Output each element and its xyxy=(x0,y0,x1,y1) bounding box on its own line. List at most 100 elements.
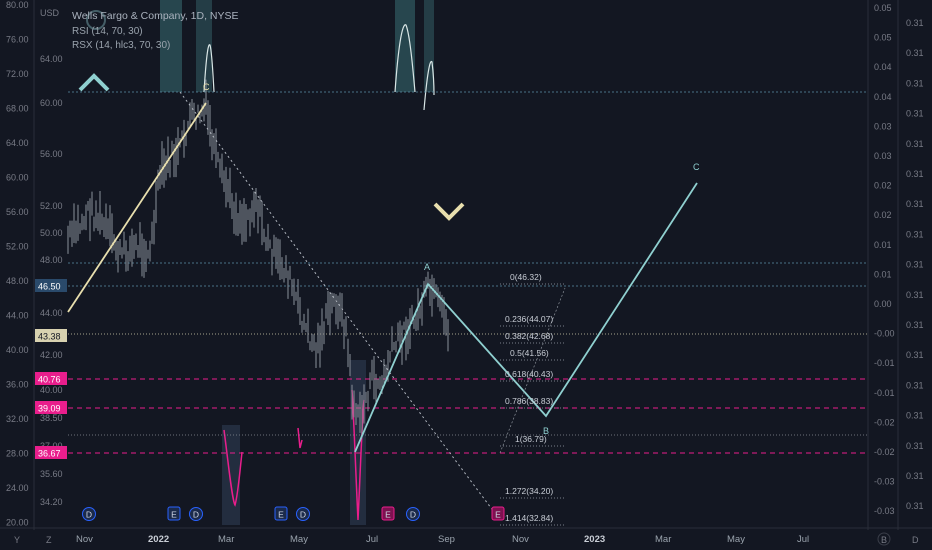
wave-label-c-projection: C xyxy=(693,162,700,172)
right-axis-2-tick: 0.31 xyxy=(906,441,924,451)
price-badge: 40.76 xyxy=(38,375,61,385)
fibonacci-retracement[interactable]: 0(46.32) 0.236(44.07) 0.382(42.68) 0.5(41.5… xyxy=(499,272,566,526)
corner-button-z[interactable]: Z xyxy=(46,535,52,545)
left-outer-tick: 76.00 xyxy=(6,35,29,45)
time-axis-label: 2022 xyxy=(148,534,169,545)
left-inner-tick: 42.00 xyxy=(40,350,63,360)
right-axis-1-tick: 0.04 xyxy=(874,62,892,72)
right-axis-1-tick: 0.01 xyxy=(874,240,892,250)
earnings-marker-label: E xyxy=(495,509,501,519)
price-badge: 36.67 xyxy=(38,449,61,459)
right-axis-1-tick: 0.03 xyxy=(874,121,892,131)
right-axis-2-tick: 0.31 xyxy=(906,290,924,300)
right-axis-2-tick: 0.31 xyxy=(906,380,924,390)
time-axis-label: Jul xyxy=(366,534,378,545)
left-inner-tick: 60.00 xyxy=(40,98,63,108)
right-axis-2-tick: 0.31 xyxy=(906,320,924,330)
legend-rsi[interactable]: RSI (14, 70, 30) xyxy=(72,26,143,37)
time-axis[interactable]: Nov 2022 Mar May Jul Sep Nov 2023 Mar May Jul xyxy=(76,534,809,545)
overbought-bands xyxy=(160,0,434,525)
left-inner-tick: 50.00 xyxy=(40,228,63,238)
dividend-marker-label: D xyxy=(300,509,306,519)
fib-level-label: 1.272(34.20) xyxy=(505,486,553,496)
time-axis-label: May xyxy=(727,534,745,545)
fib-lines: 0(46.32) 0.236(44.07) 0.382(42.68) 0.5(41.5… xyxy=(500,272,565,526)
corner-buttons[interactable]: Y Z B D xyxy=(14,532,919,546)
left-outer-tick: 48.00 xyxy=(6,276,29,286)
right-axis-1-tick: 0.01 xyxy=(874,269,892,279)
wave-label-c-top: C xyxy=(203,82,210,92)
earnings-marker[interactable] xyxy=(491,506,505,521)
right-axis-2-tick: 0.31 xyxy=(906,109,924,119)
chart-legend[interactable]: Wells Fargo & Company, 1D, NYSE RSI (14,… xyxy=(40,8,239,51)
price-badge-bg xyxy=(35,329,67,342)
currency-label: USD xyxy=(40,8,60,18)
dividend-marker-label: D xyxy=(86,509,92,519)
bearish-chevron-icon xyxy=(433,202,465,221)
left-inner-tick: 56.00 xyxy=(40,149,63,159)
rsi-band xyxy=(160,0,182,92)
right-axis-1-tick: -0.01 xyxy=(874,358,895,368)
right-axis-2-tick: 0.31 xyxy=(906,48,924,58)
time-axis-label: Nov xyxy=(512,534,529,545)
rsi-overbought-curves xyxy=(203,24,435,111)
right-axis-2-tick: 0.31 xyxy=(906,139,924,149)
right-axis-1-tick: -0.02 xyxy=(874,417,895,427)
left-inner-tick: 44.00 xyxy=(40,308,63,318)
earnings-marker[interactable] xyxy=(274,506,288,521)
fib-diagonal xyxy=(499,287,566,454)
earnings-marker[interactable] xyxy=(167,506,181,521)
left-inner-tick: 64.00 xyxy=(40,54,63,64)
right-indicator-axis-2[interactable]: 0.31 0.31 0.31 0.31 0.31 0.31 0.31 0.31 0.31 0.31… xyxy=(906,18,924,511)
rsi-band xyxy=(196,0,212,92)
time-axis-label: Nov xyxy=(76,534,93,545)
left-price-axis-outer[interactable]: 80.00 76.00 72.00 68.00 64.00 60.00 56.00 52.00… xyxy=(6,0,29,528)
right-axis-1-tick: 0.00 xyxy=(874,299,892,309)
earnings-marker[interactable] xyxy=(381,506,395,521)
rsi-curve xyxy=(423,60,435,111)
right-axis-2-tick: 0.31 xyxy=(906,350,924,360)
left-outer-tick: 80.00 xyxy=(6,0,29,10)
left-price-axis-inner[interactable]: 64.00 60.00 56.00 52.00 50.00 48.00 44.00 42.00… xyxy=(40,54,63,507)
price-badge-bg xyxy=(35,279,67,292)
left-outer-tick: 20.00 xyxy=(6,518,29,528)
fib-level-label: 0.786(38.83) xyxy=(505,396,553,406)
right-axis-1-tick: -0.02 xyxy=(874,447,895,457)
dividend-marker[interactable] xyxy=(406,507,420,521)
wave-label-a: A xyxy=(424,262,430,272)
left-inner-tick: 52.00 xyxy=(40,201,63,211)
dividend-marker[interactable] xyxy=(189,507,203,521)
wave-c-trendline[interactable] xyxy=(67,102,207,313)
dividend-marker-label: D xyxy=(193,509,199,519)
left-outer-tick: 56.00 xyxy=(6,207,29,217)
corner-button-d[interactable]: D xyxy=(912,535,919,545)
right-axis-2-tick: 0.31 xyxy=(906,78,924,88)
corner-button-y[interactable]: Y xyxy=(14,535,20,545)
right-axis-1-tick: 0.02 xyxy=(874,210,892,220)
left-outer-tick: 64.00 xyxy=(6,138,29,148)
price-badge: 39.09 xyxy=(38,404,61,414)
reference-lines xyxy=(68,91,868,454)
rsi-curve xyxy=(297,427,303,449)
legend-rsx[interactable]: RSX (14, hlc3, 70, 30) xyxy=(72,40,170,51)
right-axis-2-tick: 0.31 xyxy=(906,229,924,239)
right-indicator-axis-1[interactable]: 0.05 0.05 0.04 0.04 0.03 0.03 0.02 0.02 0.01 0.01… xyxy=(874,3,895,516)
time-axis-label: May xyxy=(290,534,308,545)
fib-level-label: 1(36.79) xyxy=(515,434,547,444)
dotted-trendline xyxy=(179,91,501,521)
rsi-band xyxy=(395,0,415,92)
corner-button-b[interactable]: B xyxy=(881,535,887,545)
fib-level-label: 0.5(41.56) xyxy=(510,348,549,358)
right-axis-1-tick: -0.03 xyxy=(874,506,895,516)
left-inner-tick: 40.00 xyxy=(40,385,63,395)
dividend-marker[interactable] xyxy=(82,507,96,521)
dividend-marker[interactable] xyxy=(296,507,310,521)
elliott-wave-projection[interactable] xyxy=(354,182,698,453)
corner-button-b-ring xyxy=(877,532,891,546)
right-axis-2-tick: 0.31 xyxy=(906,169,924,179)
right-axis-2-tick: 0.31 xyxy=(906,501,924,511)
earnings-marker-label: E xyxy=(171,509,177,519)
